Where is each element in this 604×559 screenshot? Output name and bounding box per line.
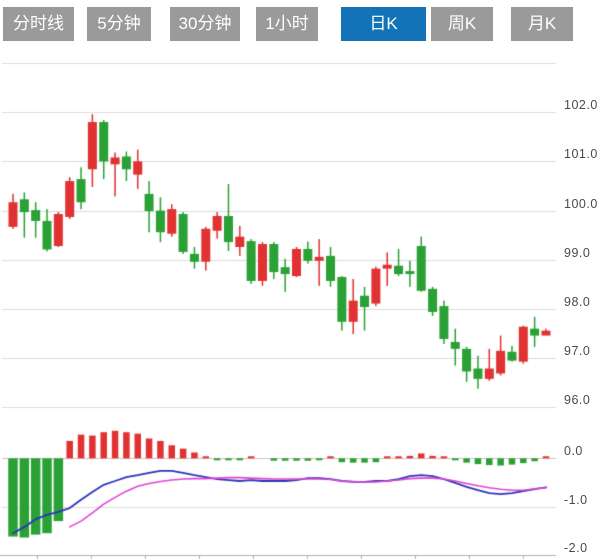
tab-30min[interactable]: 30分钟 [170, 7, 240, 41]
price-axis-label: 96.0 [564, 393, 591, 407]
period-tabbar: 分时线 5分钟 30分钟 1小时 日K 周K 月K [0, 0, 604, 48]
price-axis-label: 100.0 [564, 197, 598, 211]
price-axis-label: 101.0 [564, 147, 598, 161]
tab-5min[interactable]: 5分钟 [87, 7, 151, 41]
macd-axis-label: -2.0 [564, 541, 588, 555]
price-axis-label: 97.0 [564, 344, 591, 358]
tab-1hour[interactable]: 1小时 [256, 7, 318, 41]
tab-monthly-k[interactable]: 月K [511, 7, 573, 41]
tab-weekly-k[interactable]: 周K [431, 7, 493, 41]
macd-axis-label: 0.0 [564, 444, 583, 458]
price-axis-label: 99.0 [564, 246, 591, 260]
price-axis-label: 102.0 [564, 98, 598, 112]
tab-timeline[interactable]: 分时线 [3, 7, 74, 41]
price-axis-label: 98.0 [564, 295, 591, 309]
tab-daily-k[interactable]: 日K [341, 7, 426, 41]
macd-axis-label: -1.0 [564, 493, 588, 507]
